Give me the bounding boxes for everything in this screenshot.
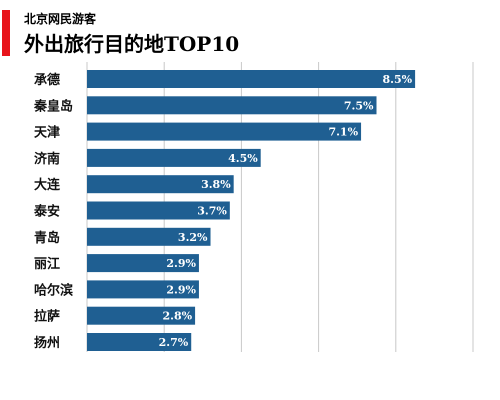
category-label: 天津 <box>34 125 60 141</box>
category-label: 扬州 <box>34 335 60 351</box>
bar <box>87 122 362 141</box>
value-label: 3.7% <box>197 205 227 218</box>
value-label: 8.5% <box>383 73 413 86</box>
category-label: 大连 <box>34 177 61 193</box>
bar <box>87 306 196 325</box>
category-label: 济南 <box>34 151 60 167</box>
category-label: 丽江 <box>34 256 60 272</box>
bar <box>87 70 416 88</box>
bar <box>87 175 234 194</box>
bar <box>87 280 199 299</box>
chart-title: 外出旅行目的地TOP10 <box>24 32 240 56</box>
bar <box>87 254 199 273</box>
category-label: 青岛 <box>34 230 60 246</box>
category-label: 哈尔滨 <box>34 282 73 298</box>
category-label: 泰安 <box>33 204 60 220</box>
value-labels: 8.5% 7.5% 7.1% 4.5% 3.8% 3.7% 3.2% 2.9% 2.9% 2.8%… <box>159 73 413 349</box>
category-label: 承德 <box>34 72 60 88</box>
category-label: 秦皇岛 <box>33 98 73 114</box>
value-label: 7.5% <box>344 99 374 112</box>
value-label: 2.7% <box>159 336 189 349</box>
value-label: 2.9% <box>166 257 196 270</box>
value-label: 2.9% <box>166 283 196 296</box>
value-label: 2.8% <box>162 310 192 323</box>
bars <box>87 70 416 351</box>
bar <box>87 227 211 246</box>
chart-subtitle: 北京网民游客 <box>24 12 97 26</box>
bar <box>87 96 377 115</box>
value-label: 3.8% <box>201 178 231 191</box>
category-label: 拉萨 <box>34 309 60 325</box>
bar <box>87 333 192 351</box>
accent-bar <box>2 10 10 56</box>
bar <box>87 201 230 220</box>
bar <box>87 148 261 167</box>
value-label: 3.2% <box>178 231 208 244</box>
value-label: 7.1% <box>328 126 358 139</box>
value-label: 4.5% <box>228 152 258 165</box>
